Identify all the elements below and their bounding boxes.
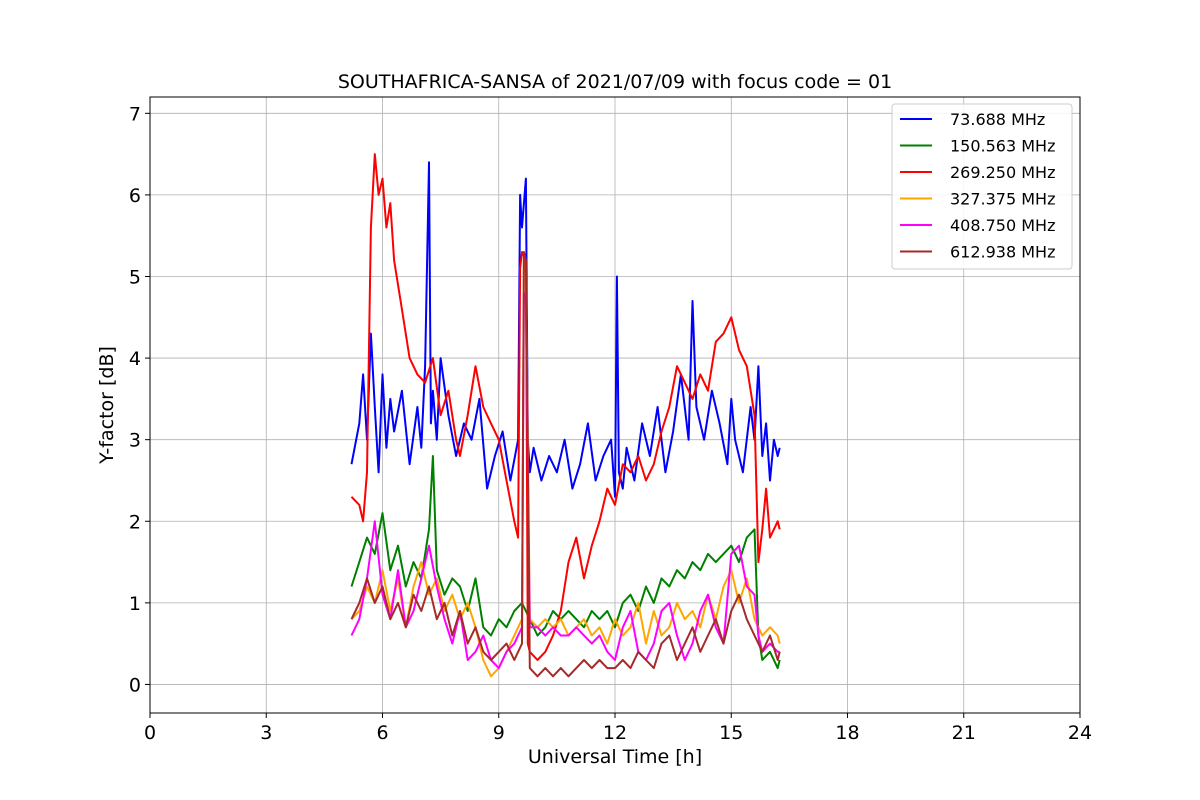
legend: 73.688 MHz 150.563 MHz 269.250 MHz 327.375 … bbox=[891, 103, 1073, 270]
legend-label: 327.375 MHz bbox=[950, 190, 1055, 209]
y-tick-label: 7 bbox=[129, 103, 141, 125]
series-line-3 bbox=[350, 153, 781, 661]
legend-box bbox=[891, 103, 1073, 270]
x-axis: 0 3 6 9 12 15 18 21 24 bbox=[144, 713, 1092, 744]
y-tick-label: 0 bbox=[129, 674, 141, 696]
x-tick-label: 21 bbox=[952, 722, 976, 744]
x-tick-label: 9 bbox=[493, 722, 505, 744]
series-line-5 bbox=[350, 291, 780, 670]
x-tick-label: 15 bbox=[719, 722, 743, 744]
chart-title: SOUTHAFRICA-SANSA of 2021/07/09 with foc… bbox=[338, 71, 892, 93]
y-tick-label: 5 bbox=[129, 266, 141, 288]
y-tick-label: 2 bbox=[129, 511, 141, 533]
legend-label: 269.250 MHz bbox=[950, 163, 1055, 182]
x-tick-label: 18 bbox=[835, 722, 859, 744]
x-tick-label: 24 bbox=[1068, 722, 1092, 744]
series-line-6 bbox=[350, 251, 781, 678]
y-axis-label: Y-factor [dB] bbox=[96, 346, 118, 465]
legend-label: 612.938 MHz bbox=[950, 243, 1055, 262]
series-line-1 bbox=[350, 161, 781, 498]
y-tick-label: 4 bbox=[129, 348, 141, 370]
y-tick-label: 3 bbox=[129, 430, 141, 452]
x-tick-label: 6 bbox=[376, 722, 388, 744]
series-layer bbox=[350, 153, 781, 678]
x-tick-label: 3 bbox=[260, 722, 272, 744]
legend-label: 408.750 MHz bbox=[950, 216, 1055, 235]
series-line-2 bbox=[350, 455, 781, 670]
y-tick-label: 6 bbox=[129, 185, 141, 207]
y-axis: 0 1 2 3 4 5 6 7 bbox=[129, 103, 150, 696]
legend-label: 150.563 MHz bbox=[950, 137, 1055, 156]
y-tick-label: 1 bbox=[129, 593, 141, 615]
legend-label: 73.688 MHz bbox=[950, 110, 1045, 129]
x-tick-label: 0 bbox=[144, 722, 156, 744]
x-tick-label: 12 bbox=[603, 722, 627, 744]
x-axis-label: Universal Time [h] bbox=[528, 746, 702, 768]
